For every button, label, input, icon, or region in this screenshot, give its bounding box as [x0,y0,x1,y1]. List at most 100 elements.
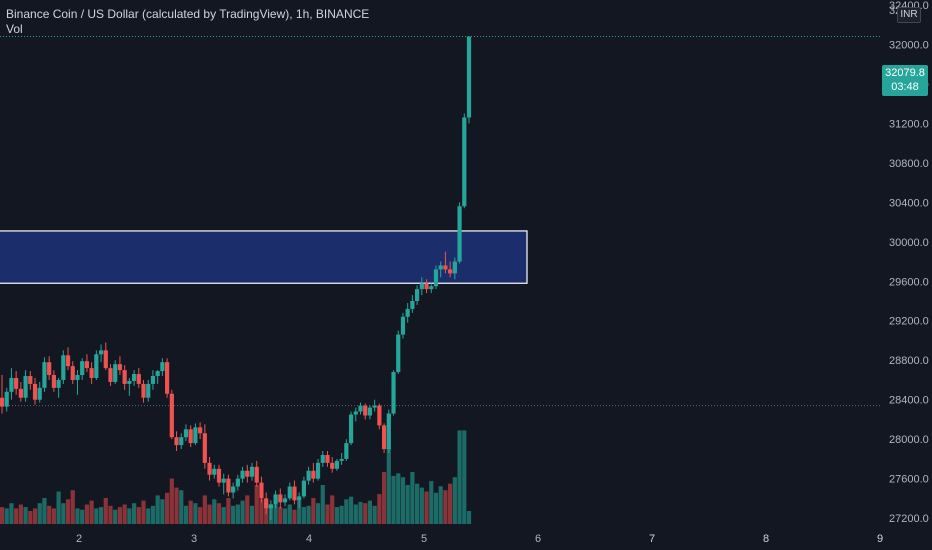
candlestick [363,403,368,420]
volume-bar [23,507,28,524]
candle-body [287,486,292,499]
price-tick-label: 32400.0 [889,0,929,12]
candlestick [98,344,104,363]
candlestick [155,370,160,384]
volume-bar [155,495,160,524]
volume-indicator-label[interactable]: Vol [6,22,23,36]
candle-body [448,269,453,274]
candlestick [75,370,80,395]
candle-body [429,286,434,290]
candlestick [462,113,467,209]
candle-body [282,498,288,503]
candle-body [65,355,71,367]
candlestick [235,474,240,491]
volume-bar [14,508,19,524]
candle-body [443,265,448,270]
volume-bar [37,503,42,524]
volume-bar [231,505,236,524]
candle-body [47,362,52,376]
volume-bar [94,508,99,524]
volume-bar [452,477,457,524]
candlestick [353,407,358,422]
volume-bar [221,507,226,524]
candle-body [377,405,382,426]
price-tick-label: 30400.0 [889,197,929,209]
candlestick [89,362,94,384]
candlestick [330,456,335,473]
volume-bar [9,503,14,524]
candlestick [165,358,170,398]
candle-body [264,498,269,509]
candle-body [80,361,85,376]
candlestick [325,451,330,467]
volume-bar [179,490,184,524]
candlestick [443,251,448,274]
highlight-zone-rectangle[interactable] [0,230,528,284]
volume-bar [80,509,85,524]
candlestick [18,381,23,402]
volume-bar [419,487,424,524]
candlestick [226,474,231,497]
currency-button[interactable]: INR [897,7,921,23]
candle-body [212,468,217,475]
symbol-title[interactable]: Binance Coin / US Dollar (calculated by … [6,7,370,21]
candlestick [268,500,273,521]
bar-countdown: 03:48 [891,81,919,93]
volume-bars [0,430,472,524]
volume-bar [4,508,9,524]
price-tick-label: 32000.0 [889,39,929,51]
candle-body [344,443,349,459]
last-price-value: 32079.8 [885,67,925,79]
candle-body [278,494,283,503]
volume-bar [438,486,443,524]
volume-bar [98,507,104,524]
candle-body [174,437,179,446]
candle-body [452,261,457,274]
volume-bar [75,508,80,524]
candlestick [37,381,42,403]
time-tick-label: 8 [763,533,769,545]
volume-bar [405,485,410,524]
volume-bar [212,499,217,524]
time-axis-labels: 2 3 4 5 6 7 8 9 [76,533,883,545]
time-tick-label: 5 [421,533,427,545]
candlestick [348,411,354,446]
candlestick [339,452,344,465]
price-tick-label: 29200.0 [889,316,929,328]
candlestick [415,285,420,305]
candlestick [273,490,278,509]
candlestick [381,423,387,453]
candle-body [297,496,302,501]
candlestick [61,350,66,384]
volume-bar [273,504,278,524]
volume-bar [367,500,373,524]
volume-bar [235,504,240,524]
candlesticks [0,36,472,521]
candlestick [249,462,255,481]
volume-bar [415,483,420,524]
candlestick [457,202,462,264]
candlestick [183,424,189,442]
candle-body [438,265,443,270]
volume-bar [410,472,415,524]
candlestick [320,451,325,467]
candle-body [334,460,340,469]
candle-body [61,355,66,380]
volume-bar [28,511,33,524]
volume-bar [254,485,259,524]
candlestick [400,312,406,339]
candle-body [415,289,420,302]
candle-body [433,269,439,287]
volume-bar [386,448,391,524]
volume-bar [202,495,207,524]
volume-bar [297,500,302,524]
candlestick [198,422,203,440]
candle-body [301,480,306,497]
candle-body [325,454,330,463]
time-axis[interactable] [0,528,932,550]
candle-body [117,364,123,371]
candle-body [466,36,472,118]
candlestick [56,377,61,398]
candle-body [0,397,5,407]
